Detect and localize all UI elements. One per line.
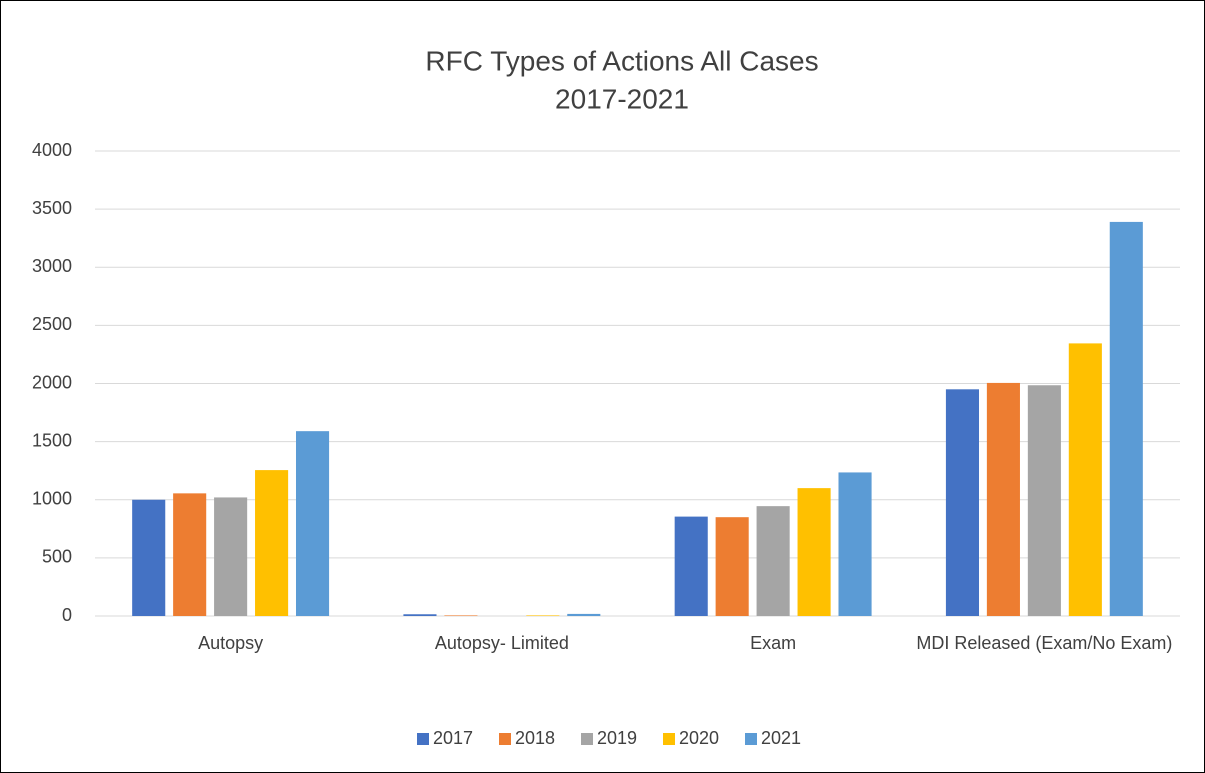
legend-label: 2020 — [679, 728, 719, 748]
legend-swatch — [745, 733, 757, 745]
y-tick-label: 2500 — [32, 314, 72, 334]
y-tick-label: 2000 — [32, 372, 72, 392]
x-tick-label: Autopsy — [198, 633, 264, 653]
y-tick-label: 3000 — [32, 256, 72, 276]
y-tick-label: 1000 — [32, 489, 72, 509]
bar — [715, 517, 749, 616]
legend-swatch — [663, 733, 675, 745]
bar — [526, 615, 560, 616]
y-tick-label: 4000 — [32, 140, 72, 160]
y-tick-label: 3500 — [32, 198, 72, 218]
chart-title: 2017-2021 — [555, 83, 689, 114]
bar — [132, 499, 166, 616]
bar — [1027, 385, 1061, 616]
chart-title: RFC Types of Actions All Cases — [425, 45, 818, 76]
x-tick-label: Exam — [750, 633, 797, 653]
bar — [567, 613, 601, 616]
legend-swatch — [417, 733, 429, 745]
bar — [403, 614, 437, 616]
y-tick-label: 0 — [62, 605, 72, 625]
bar — [444, 615, 478, 616]
legend-label: 2017 — [433, 728, 473, 748]
bar — [173, 493, 207, 616]
bar — [797, 488, 831, 616]
bar — [255, 470, 289, 616]
legend-label: 2019 — [597, 728, 637, 748]
legend-label: 2021 — [761, 728, 801, 748]
x-tick-label: Autopsy- Limited — [434, 633, 569, 653]
bar — [1109, 221, 1143, 616]
bar — [838, 472, 872, 616]
y-tick-label: 1500 — [32, 430, 72, 450]
legend-swatch — [499, 733, 511, 745]
bar — [945, 389, 980, 616]
bar — [295, 431, 330, 616]
y-tick-label: 500 — [42, 547, 72, 567]
x-tick-label: MDI Released (Exam/No Exam) — [916, 633, 1173, 653]
bar — [214, 497, 248, 616]
bar — [1068, 343, 1102, 616]
bar — [986, 382, 1020, 616]
legend-swatch — [581, 733, 593, 745]
legend-label: 2018 — [515, 728, 555, 748]
bar — [756, 506, 790, 616]
bar — [674, 516, 708, 616]
